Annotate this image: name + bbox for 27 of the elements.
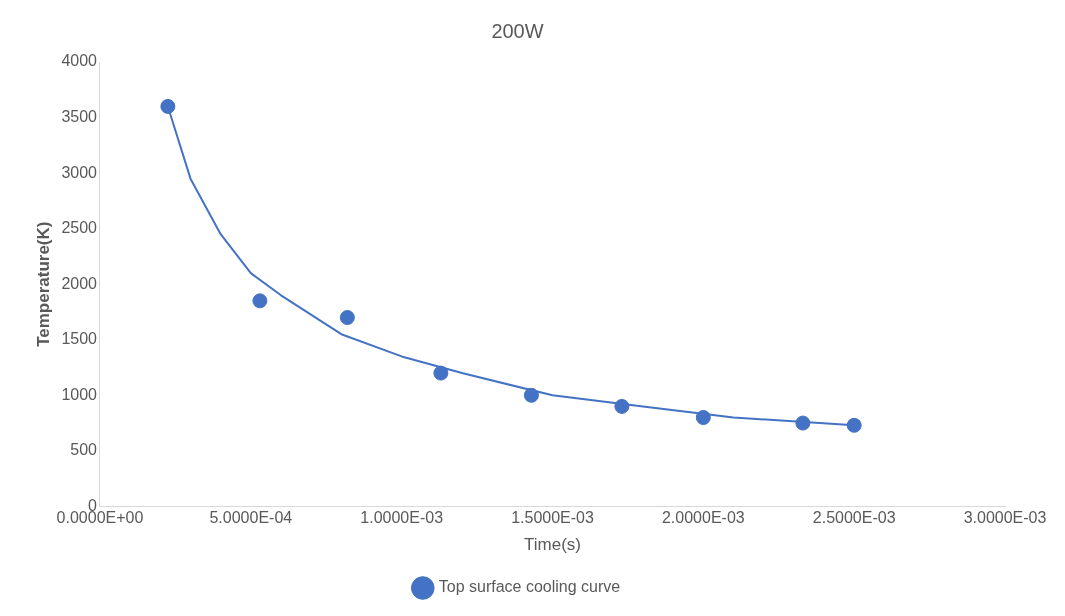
y-tick-label: 500: [70, 441, 98, 459]
chart-title: 200W: [491, 19, 544, 42]
point: [846, 417, 862, 433]
x-axis-title: Time(s): [524, 535, 581, 555]
x-tick-label: 2.0000E-03: [661, 509, 745, 527]
y-tick-label: 4000: [61, 52, 98, 70]
y-tick-label: 1500: [61, 330, 98, 348]
point: [433, 365, 449, 381]
legend-label: Top surface cooling curve: [438, 578, 621, 596]
point: [523, 387, 539, 403]
point: [160, 98, 176, 114]
x-tick-label: 1.0000E-03: [360, 509, 444, 527]
point: [252, 293, 268, 309]
point: [339, 310, 355, 326]
x-tick-label: 3.0000E-03: [963, 509, 1047, 527]
point: [795, 415, 811, 431]
point: [614, 398, 630, 414]
x-tick-label: 1.5000E-03: [511, 509, 594, 527]
y-tick-label: 2000: [61, 274, 98, 292]
y-tick-label: 3500: [61, 107, 98, 125]
x-tick-label: 5.0000E-04: [209, 509, 293, 527]
y-tick-label: 2500: [61, 219, 98, 237]
x-tick-label: 2.5000E-03: [812, 509, 896, 527]
y-tick-label: 3000: [61, 163, 98, 181]
y-tick-label: 1000: [61, 385, 98, 403]
y-axis-title: Temperature(K): [33, 221, 53, 347]
point: [695, 410, 711, 426]
